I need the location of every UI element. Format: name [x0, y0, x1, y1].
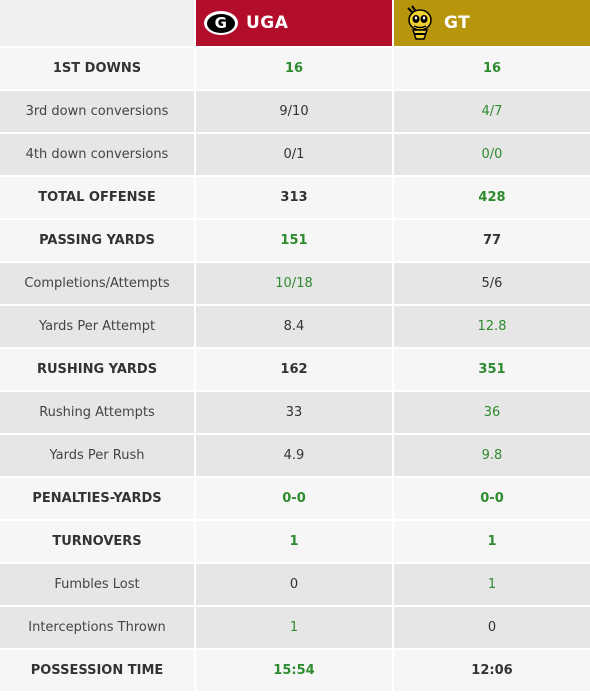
table-row: Fumbles Lost 0 1: [0, 564, 590, 607]
table-row: 1ST DOWNS 16 16: [0, 48, 590, 91]
table-row: 4th down conversions 0/1 0/0: [0, 134, 590, 177]
stat-label: 4th down conversions: [0, 134, 196, 177]
team-a-value: 8.4: [196, 306, 394, 349]
team-b-value: 1: [394, 564, 590, 607]
table-row: Interceptions Thrown 1 0: [0, 607, 590, 650]
header-blank-cell: [0, 0, 196, 48]
team-a-value: 162: [196, 349, 394, 392]
team-a-value: 0-0: [196, 478, 394, 521]
stat-label: Interceptions Thrown: [0, 607, 196, 650]
stat-label: Yards Per Rush: [0, 435, 196, 478]
team-a-value: 0: [196, 564, 394, 607]
yellow-jacket-logo-icon: [402, 3, 438, 43]
team-b-value: 1: [394, 521, 590, 564]
team-a-value: 10/18: [196, 263, 394, 306]
table-row: 3rd down conversions 9/10 4/7: [0, 91, 590, 134]
team-b-header: GT: [394, 0, 590, 48]
team-b-value: 9.8: [394, 435, 590, 478]
georgia-g-logo-icon: G: [204, 11, 238, 35]
stat-label: TURNOVERS: [0, 521, 196, 564]
stat-label: TOTAL OFFENSE: [0, 177, 196, 220]
table-row: TURNOVERS 1 1: [0, 521, 590, 564]
table-row: PENALTIES-YARDS 0-0 0-0: [0, 478, 590, 521]
team-a-value: 0/1: [196, 134, 394, 177]
team-b-value: 77: [394, 220, 590, 263]
team-b-value: 5/6: [394, 263, 590, 306]
team-b-value: 4/7: [394, 91, 590, 134]
team-b-value: 0-0: [394, 478, 590, 521]
table-row: PASSING YARDS 151 77: [0, 220, 590, 263]
stat-label: Fumbles Lost: [0, 564, 196, 607]
team-b-name: GT: [444, 13, 471, 33]
table-row: Yards Per Rush 4.9 9.8: [0, 435, 590, 478]
stat-label: Rushing Attempts: [0, 392, 196, 435]
stat-label: Completions/Attempts: [0, 263, 196, 306]
stat-label: RUSHING YARDS: [0, 349, 196, 392]
table-row: Completions/Attempts 10/18 5/6: [0, 263, 590, 306]
table-row: Rushing Attempts 33 36: [0, 392, 590, 435]
team-a-value: 33: [196, 392, 394, 435]
stat-label: 1ST DOWNS: [0, 48, 196, 91]
team-a-header: G UGA: [196, 0, 394, 48]
stat-label: PENALTIES-YARDS: [0, 478, 196, 521]
team-a-name: UGA: [246, 13, 289, 33]
team-a-value: 9/10: [196, 91, 394, 134]
table-header-row: G UGA GT: [0, 0, 590, 48]
table-row: TOTAL OFFENSE 313 428: [0, 177, 590, 220]
team-a-value: 4.9: [196, 435, 394, 478]
team-b-value: 351: [394, 349, 590, 392]
stat-label: 3rd down conversions: [0, 91, 196, 134]
table-row: Yards Per Attempt 8.4 12.8: [0, 306, 590, 349]
stat-label: PASSING YARDS: [0, 220, 196, 263]
team-a-value: 1: [196, 521, 394, 564]
team-a-value: 15:54: [196, 650, 394, 693]
table-row: POSSESSION TIME 15:54 12:06: [0, 650, 590, 693]
team-a-value: 313: [196, 177, 394, 220]
team-b-value: 16: [394, 48, 590, 91]
table-row: RUSHING YARDS 162 351: [0, 349, 590, 392]
team-a-value: 1: [196, 607, 394, 650]
team-b-value: 12:06: [394, 650, 590, 693]
team-b-value: 428: [394, 177, 590, 220]
team-a-value: 16: [196, 48, 394, 91]
team-b-value: 36: [394, 392, 590, 435]
stat-label: Yards Per Attempt: [0, 306, 196, 349]
stat-label: POSSESSION TIME: [0, 650, 196, 693]
team-b-value: 12.8: [394, 306, 590, 349]
team-a-value: 151: [196, 220, 394, 263]
stats-rows: 1ST DOWNS 16 16 3rd down conversions 9/10 4/7…: [0, 48, 590, 693]
team-b-value: 0: [394, 607, 590, 650]
team-b-value: 0/0: [394, 134, 590, 177]
